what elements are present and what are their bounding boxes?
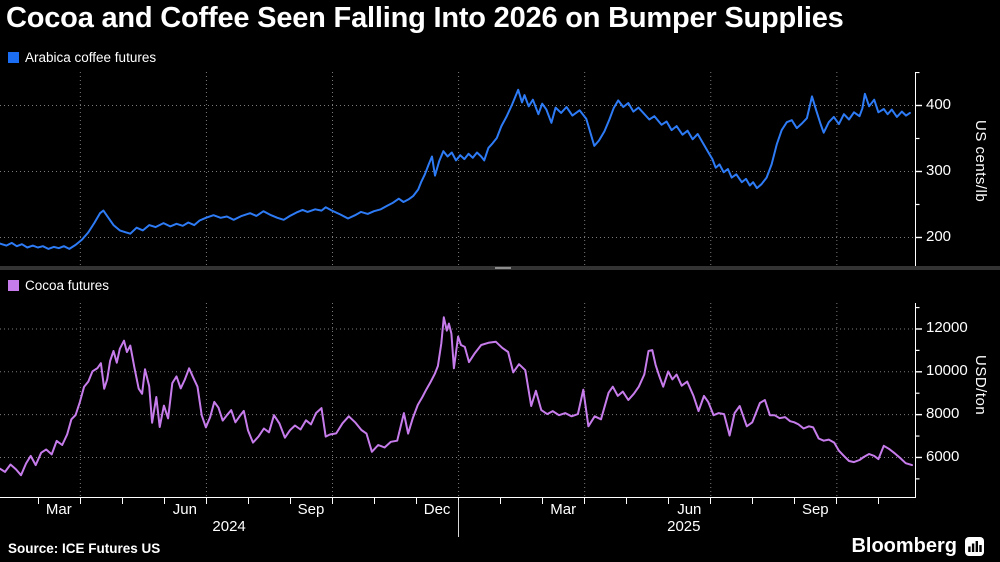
x-axis-month-label: Jun bbox=[677, 501, 702, 518]
coffee-series-line bbox=[0, 88, 911, 250]
x-axis-month-tick bbox=[290, 498, 291, 504]
bloomberg-logo-icon bbox=[965, 537, 984, 556]
x-axis-month-label: Sep bbox=[297, 501, 325, 518]
y-axis-tick-label: 300 bbox=[926, 161, 952, 179]
cocoa-legend-swatch-icon bbox=[8, 280, 19, 291]
x-axis-month-tick bbox=[668, 498, 670, 504]
x-axis-year-label: 2024 bbox=[212, 518, 246, 535]
bloomberg-wordmark: Bloomberg bbox=[851, 535, 957, 557]
y-axis-tick-label: 8000 bbox=[926, 405, 960, 423]
x-axis-month-tick bbox=[79, 498, 81, 504]
cocoa-legend-label: Cocoa futures bbox=[25, 278, 110, 293]
x-axis-month-tick bbox=[878, 498, 880, 504]
legend-coffee: Arabica coffee futures bbox=[8, 50, 156, 65]
coffee-chart-panel bbox=[0, 72, 1000, 268]
x-axis-month-tick bbox=[121, 498, 123, 504]
x-axis-month-label: Sep bbox=[801, 501, 829, 518]
x-axis-month-label: Mar bbox=[45, 501, 72, 518]
cocoa-plot-svg bbox=[0, 303, 922, 497]
x-axis-line bbox=[0, 497, 916, 498]
x-axis-month-tick bbox=[836, 498, 838, 504]
coffee-axis-unit-label: US cents/lb bbox=[972, 120, 989, 203]
panel-divider-handle[interactable] bbox=[495, 267, 511, 269]
x-axis-month-tick bbox=[710, 498, 712, 504]
x-axis-month-tick bbox=[37, 498, 39, 504]
cocoa-series-line bbox=[0, 316, 913, 477]
x-axis-month-tick bbox=[626, 498, 628, 504]
source-note: Source: ICE Futures US bbox=[8, 541, 161, 556]
x-axis-month-tick bbox=[416, 498, 418, 504]
y-axis-tick-label: 6000 bbox=[926, 447, 960, 465]
y-axis-tick-label: 10000 bbox=[926, 362, 968, 380]
x-axis-month-tick bbox=[374, 498, 375, 504]
y-axis-tick-label: 200 bbox=[926, 227, 952, 245]
y-axis-tick-label: 400 bbox=[926, 95, 952, 113]
bloomberg-brand: Bloomberg bbox=[851, 535, 984, 558]
x-axis-month-tick bbox=[584, 498, 586, 504]
x-axis-month-tick bbox=[205, 498, 207, 504]
x-axis-month-label: Jun bbox=[172, 501, 197, 518]
coffee-legend-swatch-icon bbox=[8, 52, 19, 63]
coffee-legend-label: Arabica coffee futures bbox=[25, 50, 157, 65]
year-divider-line bbox=[458, 500, 460, 537]
coffee-plot-svg bbox=[0, 72, 922, 268]
x-axis-month-tick bbox=[542, 498, 544, 504]
x-axis-month-tick bbox=[500, 498, 502, 504]
x-axis-month-tick bbox=[794, 498, 796, 504]
x-axis-month-tick bbox=[752, 498, 754, 504]
legend-cocoa: Cocoa futures bbox=[8, 278, 109, 293]
y-axis-tick-label: 12000 bbox=[926, 319, 968, 337]
cocoa-chart-panel bbox=[0, 303, 1000, 497]
chart-title: Cocoa and Coffee Seen Falling Into 2026 … bbox=[6, 2, 844, 34]
x-axis-month-tick bbox=[248, 498, 249, 504]
x-axis-month-tick bbox=[332, 498, 333, 504]
x-axis-month-label: Dec bbox=[423, 501, 451, 518]
x-axis-year-label: 2025 bbox=[667, 518, 701, 535]
cocoa-axis-unit-label: USD/ton bbox=[972, 355, 989, 416]
x-axis-month-tick bbox=[163, 498, 165, 504]
x-axis-month-label: Mar bbox=[550, 501, 577, 518]
